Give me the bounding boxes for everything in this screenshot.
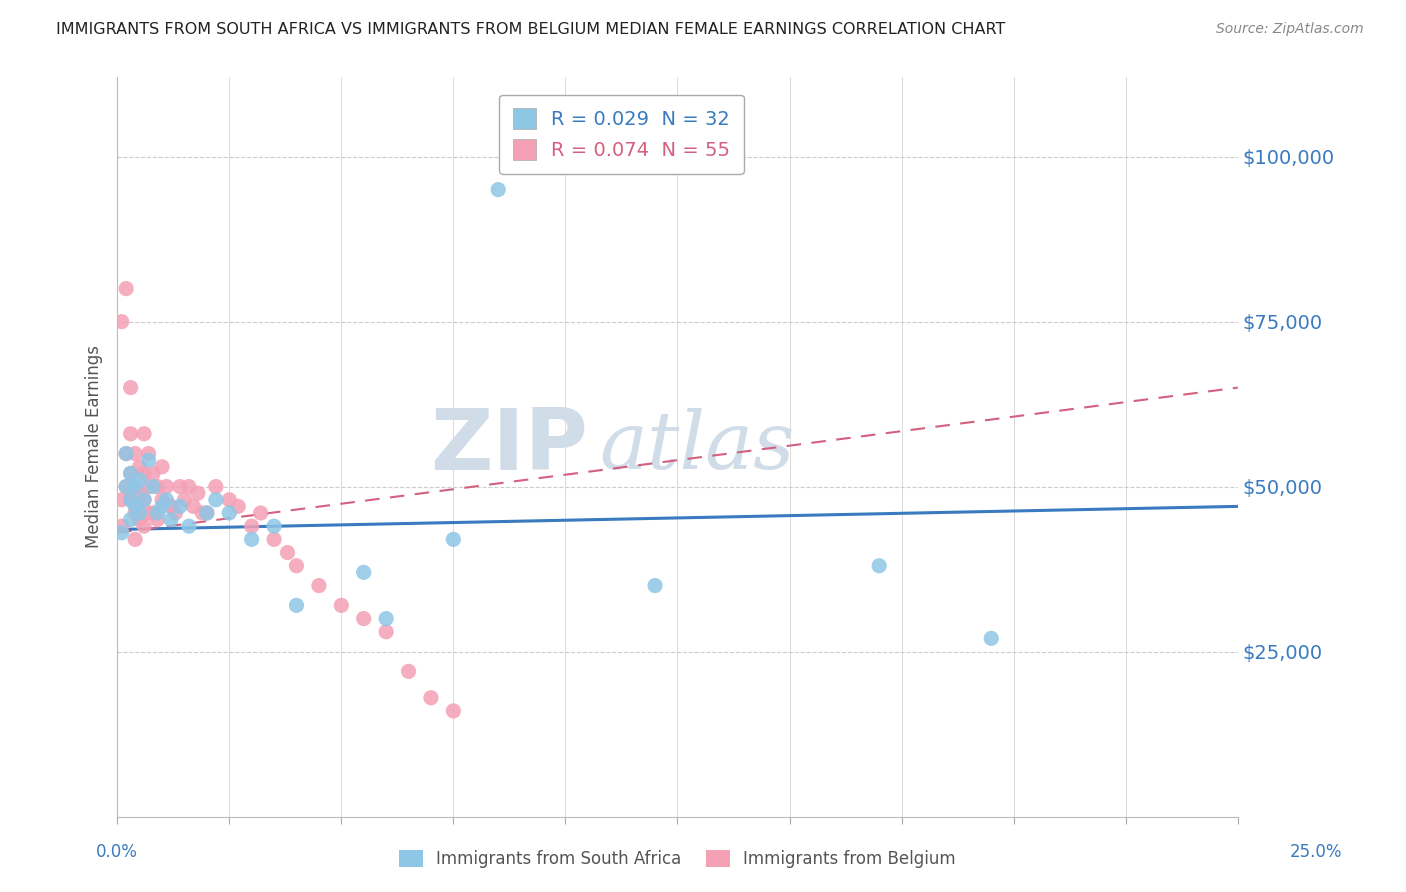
Point [308, 578, 330, 592]
Point [165, 506, 187, 520]
Text: atlas: atlas [599, 409, 794, 486]
Point [155, 479, 177, 493]
Point [177, 519, 200, 533]
Point [240, 519, 263, 533]
Point [124, 506, 146, 520]
Point [111, 492, 134, 507]
Point [420, 690, 443, 705]
Point [124, 479, 146, 493]
Point [146, 479, 169, 493]
Point [204, 479, 226, 493]
Point [138, 506, 160, 520]
Point [218, 506, 240, 520]
Point [353, 611, 375, 625]
Point [249, 506, 271, 520]
Point [124, 447, 146, 461]
Point [353, 566, 375, 580]
Point [120, 467, 142, 481]
Point [120, 467, 142, 481]
Point [128, 506, 150, 520]
Point [150, 492, 173, 507]
Point [142, 467, 165, 481]
Point [146, 512, 169, 526]
Point [120, 492, 142, 507]
Point [276, 545, 298, 559]
Point [240, 533, 263, 547]
Point [330, 599, 353, 613]
Point [169, 479, 191, 493]
Point [115, 447, 138, 461]
Point [111, 315, 134, 329]
Point [115, 282, 138, 296]
Point [132, 467, 155, 481]
Point [204, 492, 226, 507]
Point [160, 512, 183, 526]
Point [160, 500, 183, 514]
Point [644, 578, 666, 592]
Point [120, 426, 142, 441]
Text: ZIP: ZIP [430, 406, 588, 489]
Text: IMMIGRANTS FROM SOUTH AFRICA VS IMMIGRANTS FROM BELGIUM MEDIAN FEMALE EARNINGS C: IMMIGRANTS FROM SOUTH AFRICA VS IMMIGRAN… [56, 22, 1005, 37]
Point [124, 533, 146, 547]
Point [115, 479, 138, 493]
Point [111, 525, 134, 540]
Point [132, 426, 155, 441]
Point [375, 624, 398, 639]
Point [150, 500, 173, 514]
Text: 0.0%: 0.0% [96, 843, 138, 861]
Point [124, 500, 146, 514]
Point [150, 459, 173, 474]
Legend: R = 0.029  N = 32, R = 0.074  N = 55: R = 0.029 N = 32, R = 0.074 N = 55 [499, 95, 744, 174]
Point [169, 500, 191, 514]
Point [195, 506, 218, 520]
Point [263, 533, 285, 547]
Point [285, 558, 308, 573]
Point [173, 492, 195, 507]
Point [138, 447, 160, 461]
Text: Source: ZipAtlas.com: Source: ZipAtlas.com [1216, 22, 1364, 37]
Point [128, 512, 150, 526]
Point [183, 500, 205, 514]
Point [142, 506, 165, 520]
Point [441, 533, 464, 547]
Point [115, 479, 138, 493]
Point [132, 492, 155, 507]
Point [263, 519, 285, 533]
Point [486, 183, 509, 197]
Point [285, 599, 308, 613]
Point [111, 519, 134, 533]
Point [115, 447, 138, 461]
Point [132, 519, 155, 533]
Point [120, 492, 142, 507]
Text: 25.0%: 25.0% [1291, 843, 1343, 861]
Point [177, 479, 200, 493]
Point [868, 558, 890, 573]
Point [128, 486, 150, 500]
Point [120, 512, 142, 526]
Point [146, 506, 169, 520]
Point [120, 381, 142, 395]
Point [187, 486, 209, 500]
Point [155, 492, 177, 507]
Point [128, 459, 150, 474]
Point [398, 665, 420, 679]
Point [128, 473, 150, 487]
Point [132, 492, 155, 507]
Point [124, 479, 146, 493]
Point [138, 453, 160, 467]
Point [191, 506, 214, 520]
Point [980, 632, 1002, 646]
Point [375, 611, 398, 625]
Point [441, 704, 464, 718]
Y-axis label: Median Female Earnings: Median Female Earnings [86, 345, 103, 549]
Point [195, 506, 218, 520]
Point [226, 500, 249, 514]
Point [138, 479, 160, 493]
Point [142, 479, 165, 493]
Point [218, 492, 240, 507]
